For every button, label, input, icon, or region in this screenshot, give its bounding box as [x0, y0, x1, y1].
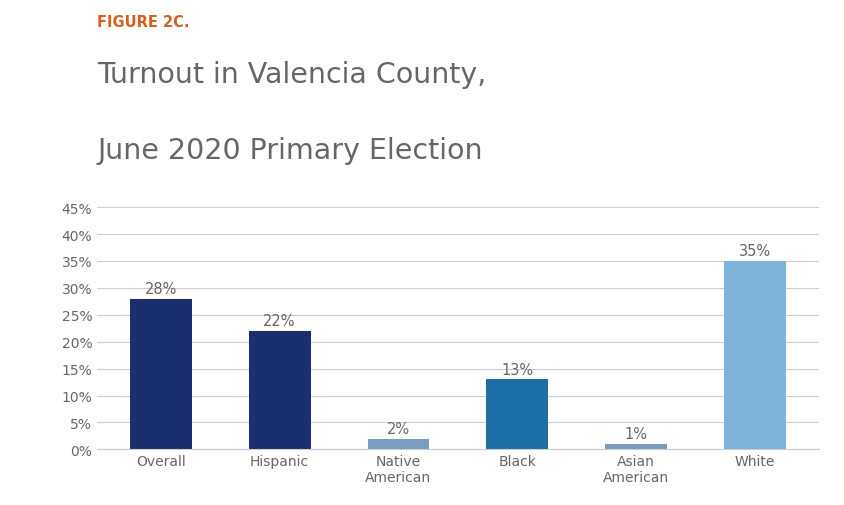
Text: 2%: 2%: [387, 421, 410, 436]
Text: 13%: 13%: [501, 362, 533, 377]
Text: 22%: 22%: [263, 314, 296, 329]
Bar: [486, 380, 549, 449]
Text: Turnout in Valencia County,: Turnout in Valencia County,: [97, 61, 486, 88]
Bar: [605, 444, 667, 449]
Bar: [367, 439, 430, 449]
Text: FIGURE 2C.: FIGURE 2C.: [97, 15, 190, 30]
Bar: [249, 331, 311, 449]
Text: June 2020 Primary Election: June 2020 Primary Election: [97, 136, 483, 164]
Bar: [724, 262, 786, 449]
Text: 28%: 28%: [144, 281, 177, 296]
Bar: [130, 299, 192, 449]
Text: 35%: 35%: [738, 244, 771, 259]
Text: 1%: 1%: [625, 426, 647, 441]
